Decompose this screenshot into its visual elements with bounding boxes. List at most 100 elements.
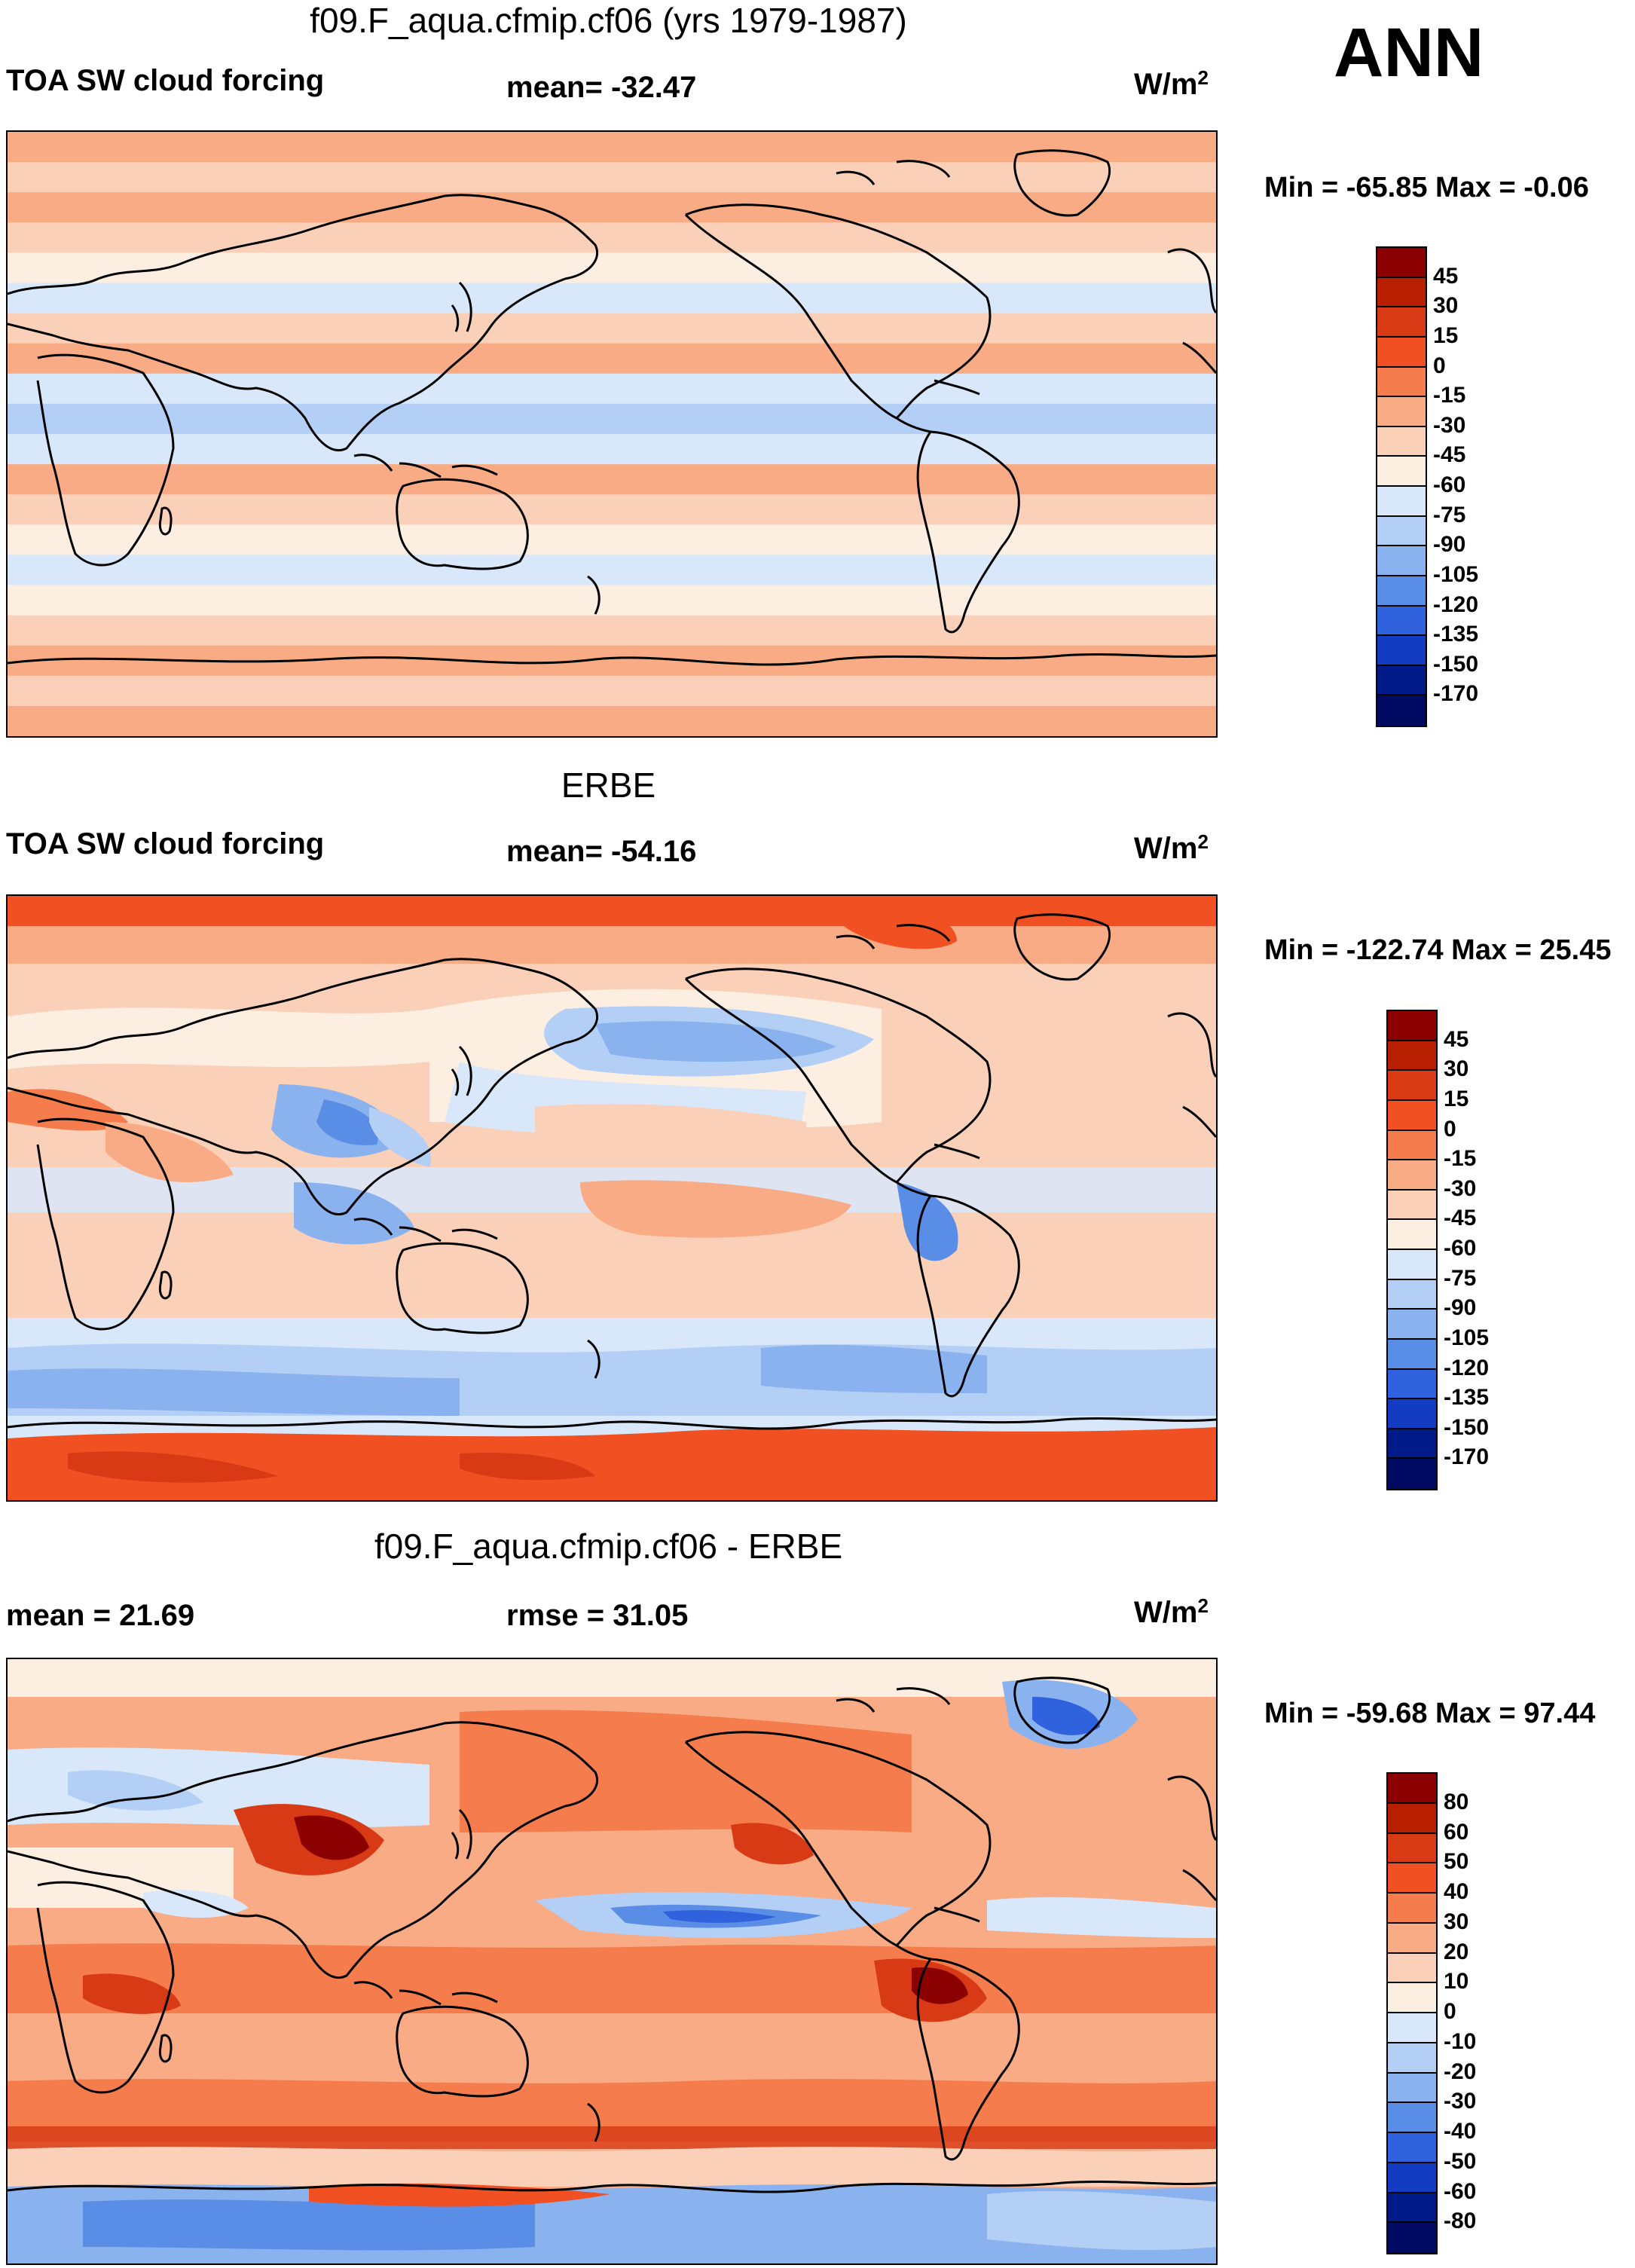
colorbar-box: [1377, 636, 1426, 666]
colorbar-box: [1388, 1429, 1436, 1460]
colorbar-box: [1388, 2073, 1436, 2104]
coastline: [1013, 149, 1111, 217]
coastline: [396, 2005, 529, 2098]
zonal-band: [8, 615, 1216, 646]
colorbar-tick-label: -75: [1433, 502, 1466, 527]
coastline: [587, 1339, 601, 1379]
coastline: [8, 1417, 1216, 1430]
panel-1-title: f09.F_aqua.cfmip.cf06 (yrs 1979-1987): [310, 1, 907, 40]
coastline: [8, 2181, 1216, 2193]
colorbar-box: [1388, 1953, 1436, 1984]
zonal-band: [8, 192, 1216, 224]
coastline: [896, 379, 980, 433]
coastline: [1182, 1869, 1216, 1902]
colorbar-box: [1388, 1833, 1436, 1864]
colorbar-tick-label: 30: [1444, 1056, 1469, 1082]
colorbar-tick-label: 80: [1444, 1789, 1469, 1814]
coastline: [836, 160, 951, 185]
colorbar-box: [1388, 2013, 1436, 2043]
colorbar-box: [1377, 397, 1426, 427]
panel-3-mean-label: mean = 21.69: [6, 1599, 195, 1632]
colorbar-box: [1388, 1160, 1436, 1191]
colorbar-box: [1377, 695, 1426, 726]
colorbar-tick-label: -15: [1433, 383, 1466, 408]
colorbar-box: [1388, 1220, 1436, 1250]
coastline: [8, 1850, 400, 1979]
zonal-band: [8, 162, 1216, 194]
coastline: [451, 1045, 472, 1096]
colorbar-box: [1388, 1774, 1436, 1804]
panel-2-mean-label: mean= -54.16: [506, 835, 697, 868]
colorbar-tick-label: 20: [1444, 1939, 1469, 1964]
panel-1-variable-label: TOA SW cloud forcing: [6, 64, 325, 97]
coastline: [916, 1194, 1020, 1398]
panel-3-map-svg: [8, 1659, 1216, 2263]
colorbar-box: [1388, 1863, 1436, 1894]
colorbar-box: [1388, 2193, 1436, 2224]
coastline: [1013, 913, 1111, 981]
colorbar-box: [1377, 516, 1426, 547]
panel-1-mean-label: mean= -32.47: [506, 71, 697, 104]
colorbar-tick-label: 0: [1444, 1116, 1456, 1142]
coastline: [396, 1242, 529, 1334]
zonal-band: [8, 373, 1216, 405]
colorbar-tick-label: -60: [1433, 472, 1466, 497]
colorbar-box: [1377, 606, 1426, 637]
colorbar-box: [1377, 307, 1426, 338]
coastline: [587, 575, 601, 615]
colorbar-box: [1388, 1339, 1436, 1370]
coastline: [353, 1218, 498, 1243]
panel-1-colorbar: [1376, 246, 1427, 727]
panel-3-minmax: Min = -59.68 Max = 97.44: [1264, 1698, 1596, 1729]
panel-2-minmax: Min = -122.74 Max = 25.45: [1264, 934, 1612, 966]
coastline: [1167, 1775, 1216, 1842]
colorbar-box: [1388, 1983, 1436, 2013]
colorbar-tick-label: -60: [1444, 2178, 1477, 2204]
panel-1-coastlines: [8, 149, 1216, 666]
colorbar-tick-label: -150: [1433, 651, 1479, 677]
season-label: ANN: [1334, 14, 1484, 91]
colorbar-box: [1377, 248, 1426, 278]
colorbar-box: [1388, 1130, 1436, 1161]
zonal-band: [8, 555, 1216, 586]
panel-2-units: W/m2: [1134, 830, 1209, 865]
coastline: [353, 1981, 498, 2006]
coastline: [158, 1270, 173, 1300]
zonal-band: [8, 132, 1216, 164]
colorbar-box: [1388, 1923, 1436, 1954]
colorbar-tick-label: -135: [1444, 1385, 1490, 1411]
colorbar-box: [1377, 337, 1426, 368]
coastline: [36, 353, 175, 567]
coastline: [451, 1808, 472, 1860]
panel-1-map: [6, 130, 1218, 738]
colorbar-tick-label: 0: [1433, 353, 1446, 378]
panel-3-title: f09.F_aqua.cfmip.cf06 - ERBE: [374, 1527, 843, 1566]
coastline: [36, 1117, 175, 1331]
colorbar-box: [1388, 1071, 1436, 1101]
coastline: [836, 1687, 951, 1713]
panel-2-map-svg: [8, 896, 1216, 1500]
colorbar-tick-label: -105: [1444, 1325, 1490, 1350]
coastline: [36, 1881, 175, 2094]
zonal-band: [8, 524, 1216, 556]
colorbar-tick-label: 50: [1444, 1849, 1469, 1875]
colorbar-tick-label: -105: [1433, 561, 1479, 587]
panel-1-minmax: Min = -65.85 Max = -0.06: [1264, 172, 1589, 203]
colorbar-box: [1388, 1894, 1436, 1924]
coastline: [1182, 1105, 1216, 1139]
colorbar-tick-label: 45: [1433, 263, 1459, 289]
colorbar-tick-label: 10: [1444, 1969, 1469, 1994]
colorbar-tick-label: 30: [1433, 293, 1459, 319]
colorbar-box: [1388, 1041, 1436, 1071]
colorbar-box: [1388, 2133, 1436, 2163]
coastline: [587, 2102, 601, 2142]
colorbar-box: [1377, 457, 1426, 487]
panel-3-units: W/m2: [1134, 1594, 1209, 1629]
colorbar-tick-label: -90: [1433, 532, 1466, 558]
zonal-band: [8, 283, 1216, 314]
colorbar-box: [1388, 1011, 1436, 1041]
colorbar-tick-label: -75: [1444, 1265, 1477, 1291]
coastline: [8, 194, 599, 295]
colorbar-box: [1388, 1310, 1436, 1340]
panel-2-coastlines: [8, 913, 1216, 1430]
